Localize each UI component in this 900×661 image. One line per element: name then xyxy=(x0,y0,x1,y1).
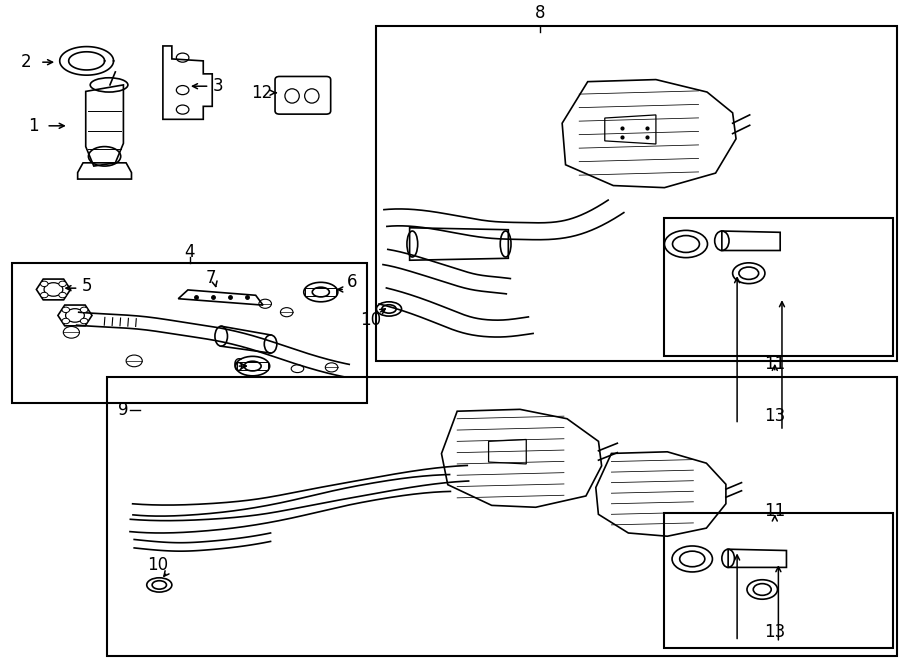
Text: 5: 5 xyxy=(82,276,93,295)
Text: 12: 12 xyxy=(251,84,272,102)
Text: 7: 7 xyxy=(205,270,216,288)
Text: 1: 1 xyxy=(28,117,39,135)
Circle shape xyxy=(58,281,67,287)
Circle shape xyxy=(58,292,67,297)
Text: 10: 10 xyxy=(360,311,382,329)
Text: 8: 8 xyxy=(535,4,545,22)
Text: 13: 13 xyxy=(764,623,786,641)
Circle shape xyxy=(80,319,88,324)
Text: 6: 6 xyxy=(233,357,243,375)
Text: 10: 10 xyxy=(147,557,168,574)
Text: 3: 3 xyxy=(213,77,224,95)
Circle shape xyxy=(40,281,48,287)
Text: 6: 6 xyxy=(346,273,357,291)
Circle shape xyxy=(62,319,69,324)
Text: 11: 11 xyxy=(764,354,786,373)
Circle shape xyxy=(62,307,69,313)
Text: 2: 2 xyxy=(21,53,32,71)
Text: 4: 4 xyxy=(184,243,195,262)
Text: 9: 9 xyxy=(118,401,129,418)
Circle shape xyxy=(80,307,88,313)
Text: 13: 13 xyxy=(764,407,786,424)
Text: 11: 11 xyxy=(764,502,786,520)
Circle shape xyxy=(40,292,48,297)
